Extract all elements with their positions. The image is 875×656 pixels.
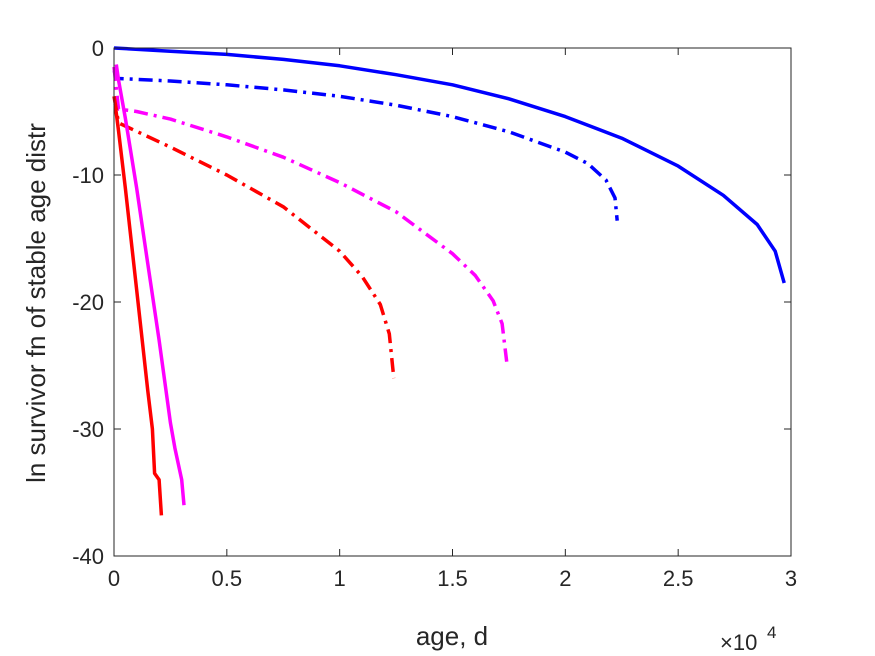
y-tick-label: -10 [72,163,104,188]
y-tick-label: -40 [72,544,104,569]
tick-labels: 0 0.5 1 1.5 2 2.5 3 0 -10 -20 -30 -40 [72,36,797,591]
series-line-2 [112,70,619,221]
x-tick-label: 0.5 [212,566,243,591]
x-axis-label: age, d [416,621,488,651]
x-tick-label: 0 [108,566,120,591]
x-multiplier-exponent: 4 [767,623,776,642]
y-tick-label: -20 [72,290,104,315]
x-tick-label: 1 [334,566,346,591]
x-multiplier-label: ×10 4 [720,623,776,655]
plot-background [114,48,791,556]
x-tick-label: 1.5 [437,566,468,591]
y-axis-label: ln survivor fn of stable age distr [21,123,51,483]
series-layer [112,46,786,516]
series-line-6 [113,103,164,516]
x-tick-label: 2.5 [663,566,694,591]
series-line-5 [114,64,186,506]
plot-area [114,48,791,556]
x-multiplier-base: ×10 [720,630,757,655]
y-tick-label: -30 [72,417,104,442]
series-line-3 [112,66,509,362]
axes-layer [113,47,792,557]
series-line-1 [113,46,786,284]
x-tick-label: 2 [559,566,571,591]
y-tick-label: 0 [92,36,104,61]
x-tick-label: 3 [785,566,797,591]
